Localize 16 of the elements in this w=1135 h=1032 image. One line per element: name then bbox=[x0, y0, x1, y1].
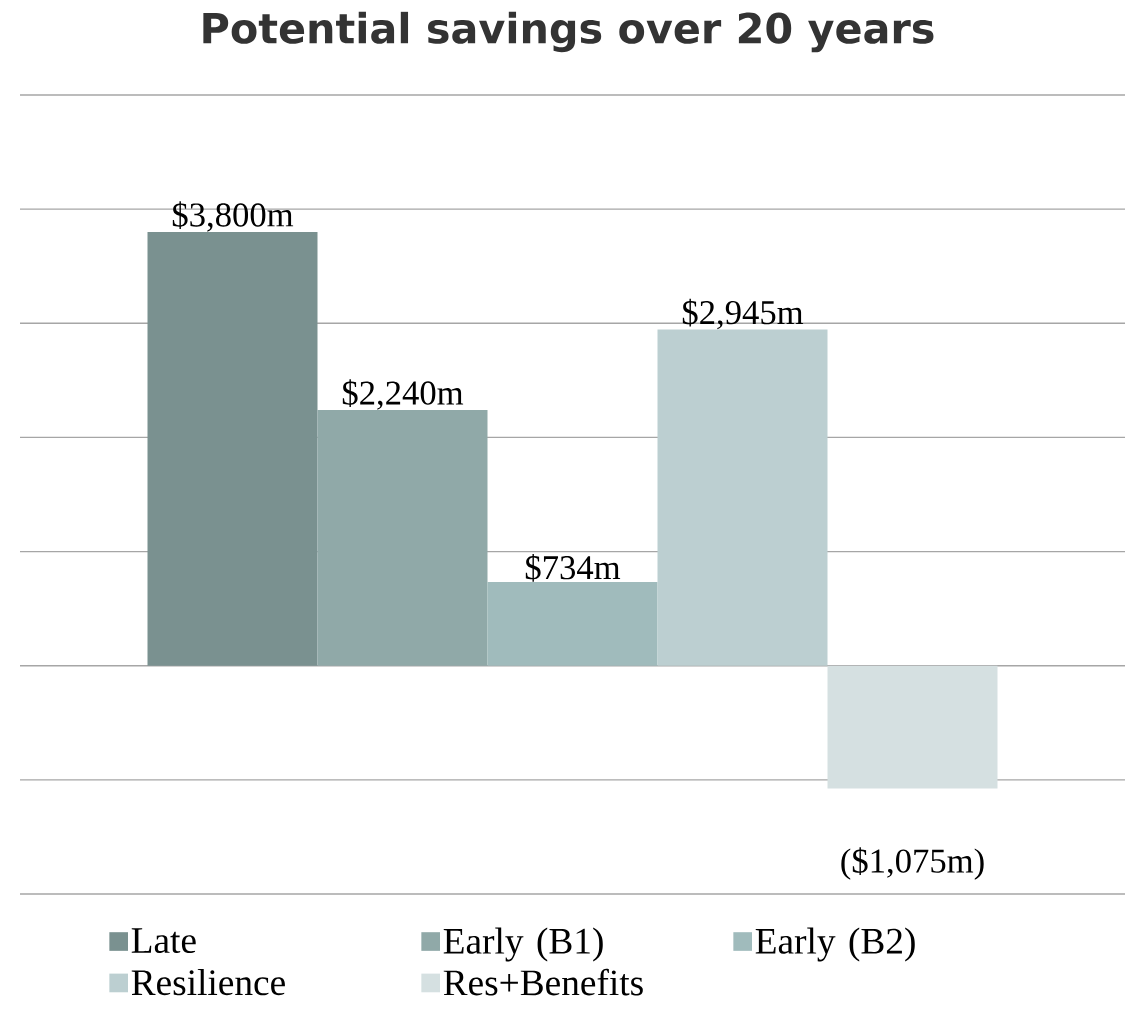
legend-label: Resilience bbox=[131, 968, 285, 996]
legend-label: Late bbox=[131, 928, 196, 954]
data-label: ($1,075m) bbox=[841, 847, 984, 880]
data-label: $734m bbox=[525, 553, 621, 582]
bar bbox=[487, 581, 658, 666]
chart-title: Potential savings over 20 years bbox=[203, 11, 934, 53]
data-label: $2,945m bbox=[682, 298, 804, 330]
data-label: $3,800m bbox=[172, 201, 294, 232]
bar bbox=[317, 410, 488, 666]
legend-label: Res+Benefits bbox=[443, 968, 643, 996]
legend-label: Early (B2) bbox=[755, 927, 915, 962]
legend-label: Early (B1) bbox=[443, 927, 603, 962]
bar bbox=[827, 665, 998, 789]
bar bbox=[147, 231, 318, 666]
data-label: $2,240m bbox=[342, 379, 464, 410]
bar bbox=[657, 329, 828, 666]
